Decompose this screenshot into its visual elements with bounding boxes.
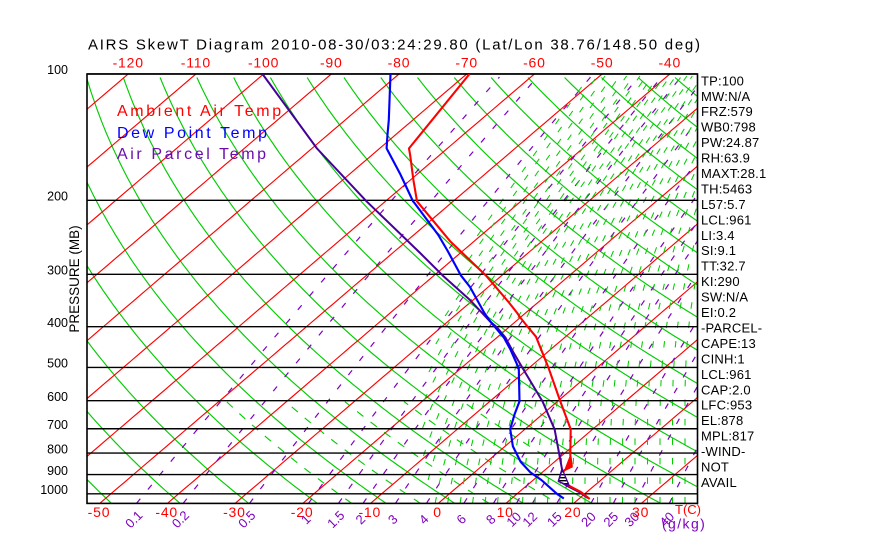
svg-text:TH:5463: TH:5463 (701, 181, 752, 196)
svg-text:CINH:1: CINH:1 (701, 351, 745, 366)
svg-text:CAPE:13: CAPE:13 (701, 336, 756, 351)
svg-text:RH:63.9: RH:63.9 (701, 151, 750, 166)
svg-text:-60: -60 (523, 55, 546, 71)
svg-text:PW:24.87: PW:24.87 (701, 135, 759, 150)
svg-text:AIRS SkewT Diagram 2010-08-30/: AIRS SkewT Diagram 2010-08-30/03:24:29.8… (88, 37, 700, 54)
svg-text:MPL:817: MPL:817 (701, 429, 754, 444)
svg-text:L57:5.7: L57:5.7 (701, 197, 746, 212)
svg-text:WB0:798: WB0:798 (701, 120, 756, 135)
svg-text:EI:0.2: EI:0.2 (701, 305, 736, 320)
svg-text:-100: -100 (248, 55, 279, 71)
svg-text:FRZ:579: FRZ:579 (701, 104, 753, 119)
svg-text:20: 20 (564, 504, 581, 520)
svg-text:600: 600 (47, 390, 68, 404)
svg-text:-50: -50 (88, 504, 111, 520)
svg-text:0: 0 (433, 504, 442, 520)
svg-text:Ambient Air Temp: Ambient Air Temp (117, 103, 284, 120)
svg-text:LCL:961: LCL:961 (701, 212, 752, 227)
svg-text:1000: 1000 (40, 483, 68, 497)
svg-text:LI:3.4: LI:3.4 (701, 228, 735, 243)
svg-text:900: 900 (47, 464, 68, 478)
svg-text:10: 10 (497, 504, 514, 520)
svg-text:-50: -50 (591, 55, 614, 71)
svg-text:TP:100: TP:100 (701, 73, 744, 88)
svg-text:-120: -120 (113, 55, 144, 71)
svg-text:TT:32.7: TT:32.7 (701, 259, 746, 274)
svg-text:(g/kg): (g/kg) (662, 516, 706, 532)
svg-text:AVAIL: AVAIL (701, 475, 737, 490)
svg-text:LFC:953: LFC:953 (701, 398, 752, 413)
svg-text:400: 400 (47, 316, 68, 330)
svg-text:CAP:2.0: CAP:2.0 (701, 382, 751, 397)
svg-text:Air Parcel Temp: Air Parcel Temp (117, 146, 269, 163)
svg-text:-WIND-: -WIND- (701, 444, 746, 459)
svg-text:NOT: NOT (701, 460, 729, 475)
svg-text:SW:N/A: SW:N/A (701, 290, 748, 305)
svg-text:-70: -70 (455, 55, 478, 71)
svg-text:Dew Point Temp: Dew Point Temp (117, 125, 270, 142)
svg-text:PRESSURE (MB): PRESSURE (MB) (67, 225, 82, 332)
svg-text:T(C): T(C) (675, 502, 701, 517)
svg-text:-40: -40 (658, 55, 681, 71)
svg-text:-90: -90 (320, 55, 343, 71)
svg-text:100: 100 (47, 63, 68, 77)
svg-text:800: 800 (47, 442, 68, 456)
svg-text:-110: -110 (181, 55, 211, 71)
svg-text:700: 700 (47, 418, 68, 432)
svg-text:-40: -40 (155, 504, 178, 520)
svg-text:-20: -20 (291, 504, 314, 520)
svg-text:LCL:961: LCL:961 (701, 367, 752, 382)
svg-text:30: 30 (632, 504, 649, 520)
svg-text:500: 500 (47, 357, 68, 371)
svg-text:KI:290: KI:290 (701, 274, 740, 289)
svg-text:-10: -10 (358, 504, 381, 520)
svg-text:MW:N/A: MW:N/A (701, 89, 750, 104)
svg-text:-80: -80 (388, 55, 411, 71)
svg-text:EL:878: EL:878 (701, 413, 743, 428)
svg-text:300: 300 (47, 264, 68, 278)
svg-text:-30: -30 (223, 504, 246, 520)
svg-text:-PARCEL-: -PARCEL- (701, 321, 762, 336)
svg-text:SI:9.1: SI:9.1 (701, 243, 736, 258)
svg-text:200: 200 (47, 190, 68, 204)
svg-text:MAXT:28.1: MAXT:28.1 (701, 166, 766, 181)
